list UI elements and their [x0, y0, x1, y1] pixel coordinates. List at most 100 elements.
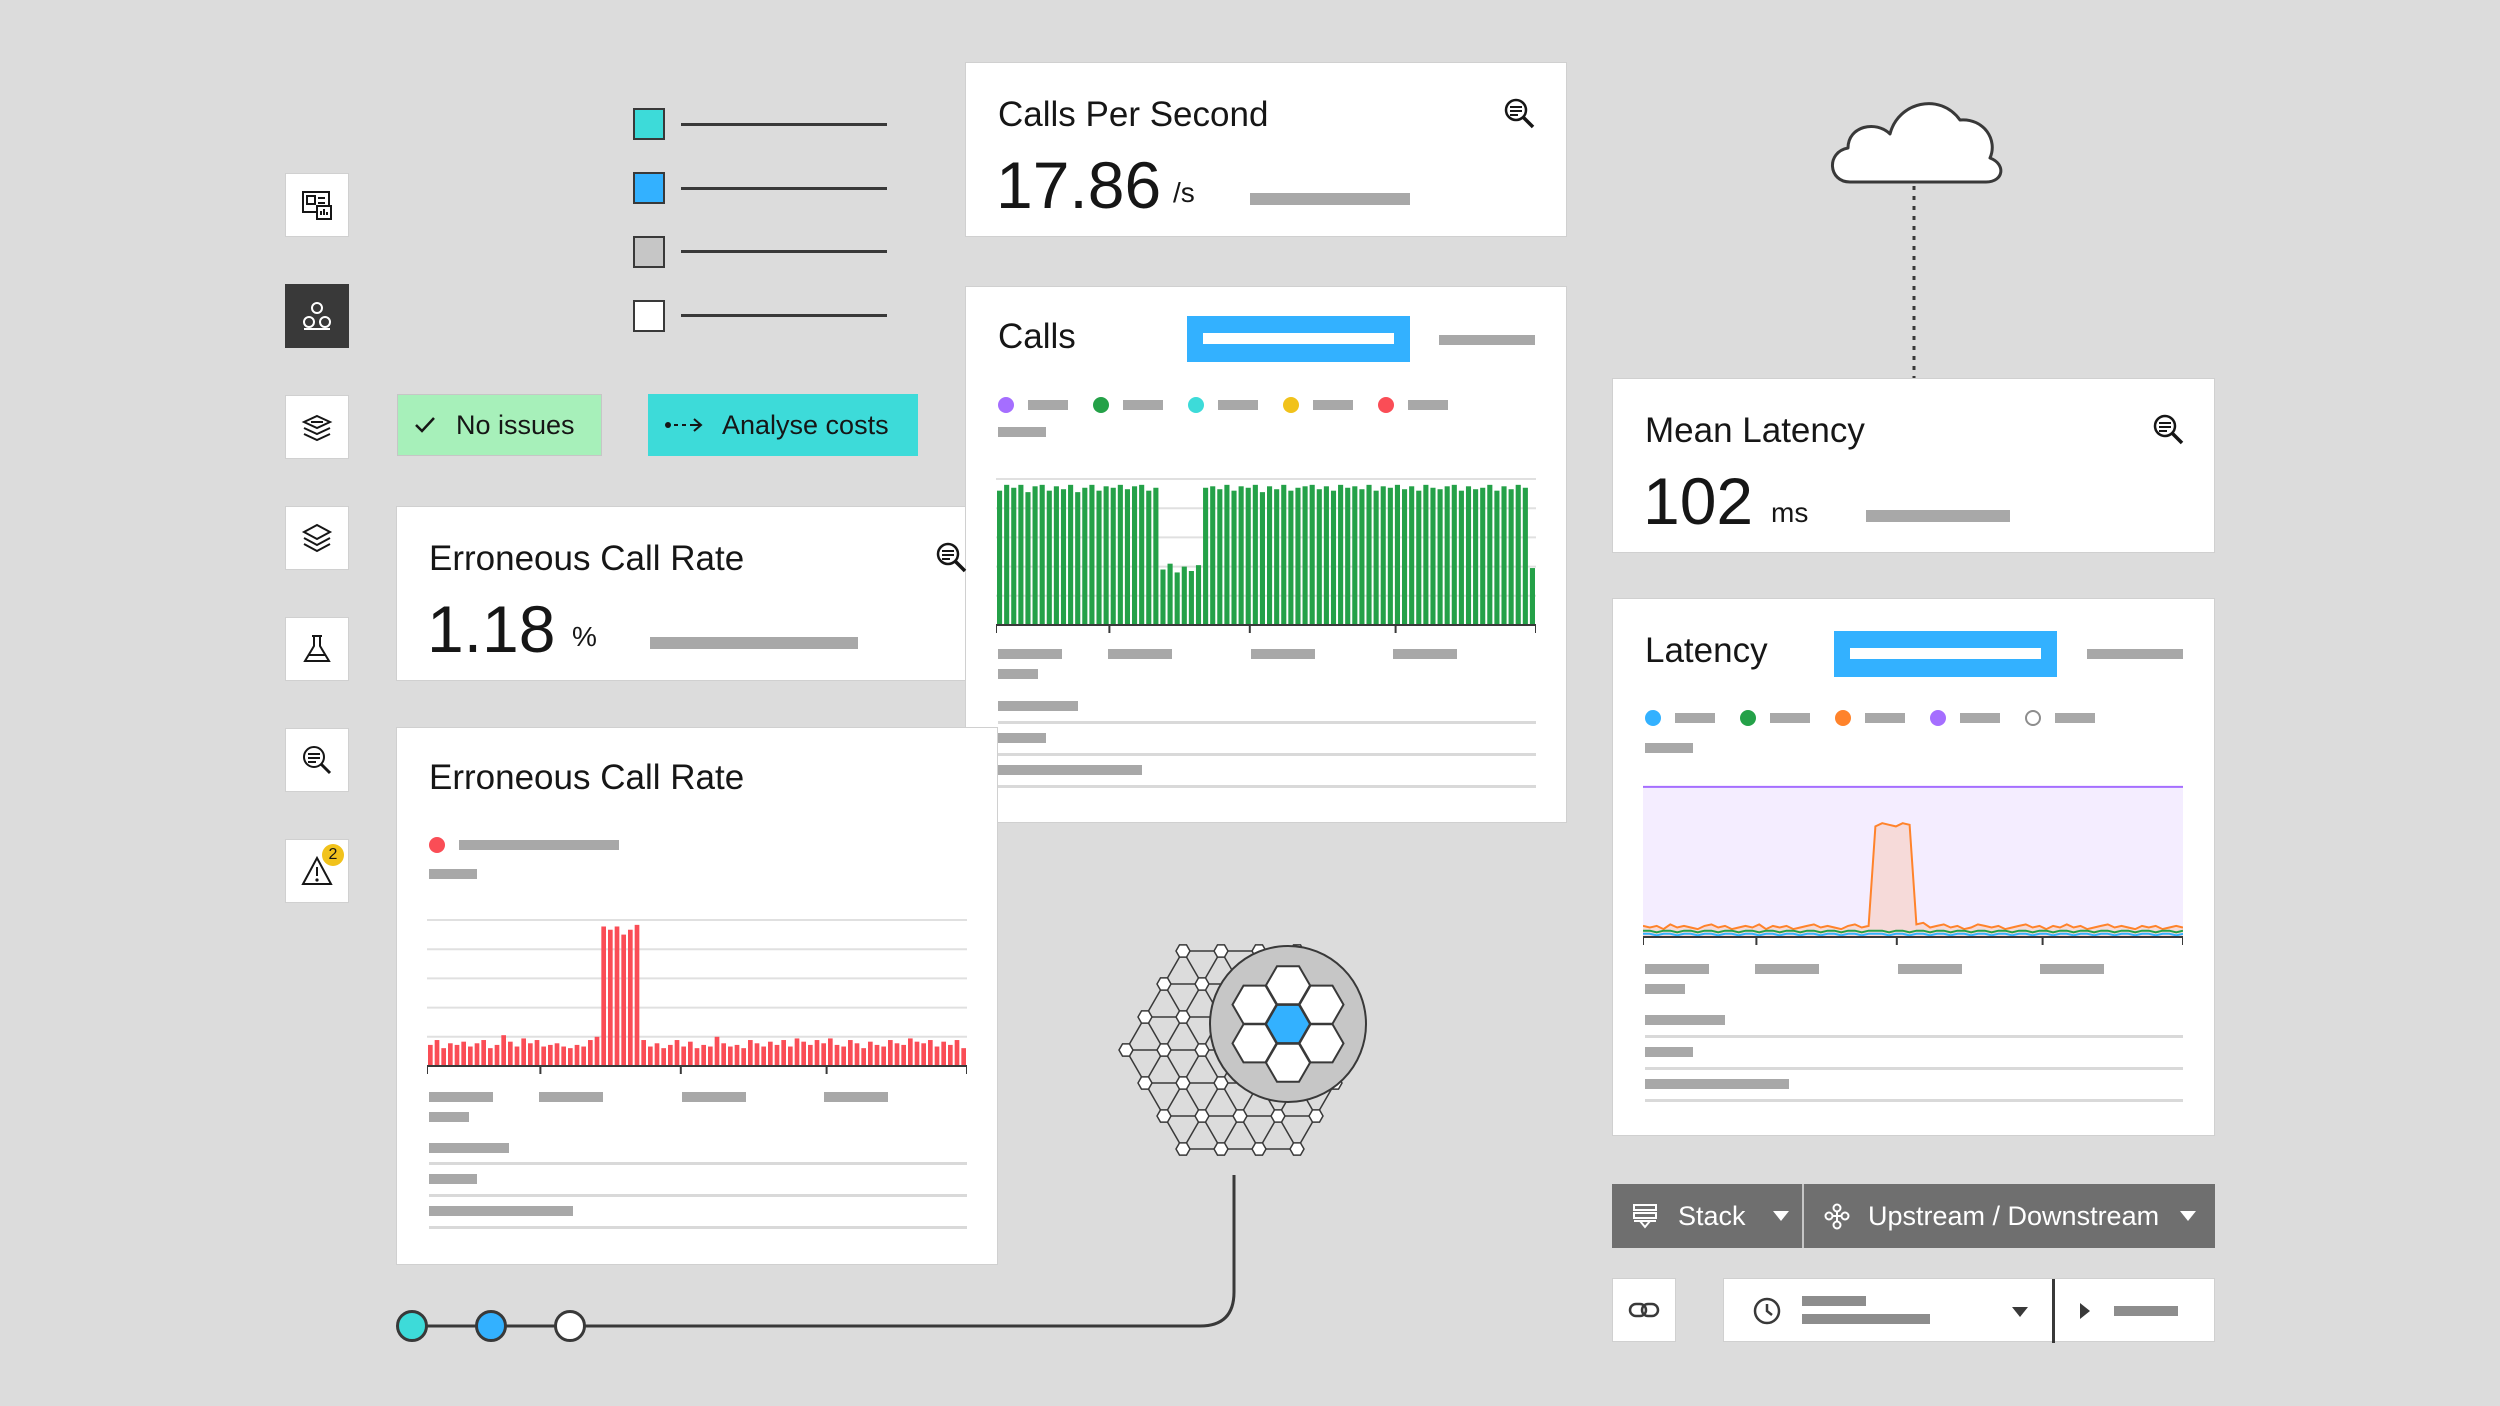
time-picker-separator	[2052, 1279, 2055, 1343]
filter-item[interactable]	[633, 172, 665, 204]
stack-dropdown[interactable]: Stack	[1612, 1184, 1802, 1248]
selector-bar	[1203, 333, 1394, 344]
time-picker[interactable]	[1723, 1278, 2215, 1343]
bar	[828, 1038, 833, 1066]
filter-item[interactable]	[633, 300, 665, 332]
legend-label-placeholder	[1675, 713, 1715, 723]
no-issues-label: No issues	[456, 409, 575, 440]
bar	[1053, 486, 1059, 625]
bar	[508, 1041, 513, 1066]
bar	[1188, 570, 1194, 625]
bar	[788, 1046, 793, 1066]
bar	[1430, 487, 1436, 625]
bar	[648, 1046, 653, 1066]
latency-line-chart	[1643, 785, 2183, 945]
kpi-value: 102	[1643, 464, 1754, 538]
lens-hex	[1231, 1023, 1278, 1064]
link-button[interactable]	[1612, 1278, 1676, 1342]
stack-label: Stack	[1678, 1200, 1746, 1231]
bar	[674, 1040, 680, 1066]
mesh-node	[1175, 1076, 1191, 1090]
divider	[1645, 1099, 2183, 1102]
timeline-step-3[interactable]	[554, 1310, 586, 1342]
sidebar-item-alerts[interactable]: 2	[285, 839, 349, 903]
analyze-icon[interactable]	[933, 539, 969, 575]
sidebar-item-analyze[interactable]	[285, 728, 349, 792]
sidebar-item-experiments[interactable]	[285, 617, 349, 681]
bar	[1345, 487, 1351, 625]
divider	[429, 1226, 967, 1229]
upstream-downstream-dropdown[interactable]: Upstream / Downstream	[1804, 1184, 2215, 1248]
mesh-node	[1232, 1109, 1248, 1123]
erroneous-rate-bar-chart	[427, 919, 967, 1074]
placeholder-bar	[2087, 649, 2183, 659]
stack-icon	[1633, 1204, 1657, 1229]
bar	[1060, 489, 1067, 625]
analyse-costs-button[interactable]: Analyse costs	[648, 394, 918, 456]
placeholder-bar	[998, 701, 1078, 711]
sidebar-item-dashboard[interactable]	[285, 173, 349, 237]
bar	[748, 1040, 753, 1066]
link-icon	[1628, 1302, 1660, 1318]
checkmark-icon	[415, 417, 435, 433]
bar	[1487, 484, 1493, 625]
mesh-node	[1289, 1142, 1305, 1156]
legend-dot	[1835, 710, 1851, 726]
timeline-step-1[interactable]	[396, 1310, 428, 1342]
placeholder-bar	[459, 840, 619, 850]
legend-dot	[1740, 710, 1756, 726]
filter-item[interactable]	[633, 236, 665, 268]
placeholder-bar	[1645, 964, 1709, 974]
timeline-step-2[interactable]	[475, 1310, 507, 1342]
card-title: Calls	[998, 317, 1076, 356]
mesh-node	[1194, 977, 1210, 991]
legend-dot	[998, 397, 1014, 413]
bar	[1018, 484, 1024, 625]
bar	[1373, 490, 1379, 625]
bar	[1139, 484, 1145, 625]
placeholder-bar	[429, 1174, 477, 1184]
no-issues-tag[interactable]: No issues	[397, 394, 602, 456]
caret-down-icon	[2012, 1307, 2028, 1317]
bar	[494, 1044, 500, 1066]
bar	[1402, 489, 1408, 625]
bar	[468, 1046, 473, 1066]
bar	[461, 1041, 466, 1066]
bar	[1032, 486, 1038, 625]
bar	[1082, 487, 1088, 625]
bar	[1153, 487, 1159, 625]
sidebar-item-application-graph[interactable]	[285, 284, 349, 348]
divider	[429, 1194, 967, 1197]
analyze-icon[interactable]	[2150, 411, 2186, 447]
bar	[634, 924, 640, 1066]
bar	[594, 1036, 600, 1066]
placeholder-bar	[1645, 743, 1693, 753]
legend-label-placeholder	[1865, 713, 1905, 723]
bar	[1380, 486, 1386, 625]
bar	[1160, 569, 1166, 625]
bar	[521, 1038, 526, 1066]
bar	[1011, 487, 1017, 625]
sidebar-item-infrastructure[interactable]	[285, 395, 349, 459]
bar	[1359, 489, 1365, 625]
bar	[574, 1044, 580, 1066]
card-title: Mean Latency	[1645, 411, 1865, 450]
mean-latency-card: Mean Latency 102 ms	[1612, 378, 2215, 553]
bar	[728, 1046, 733, 1066]
bar	[1046, 490, 1052, 625]
filter-item[interactable]	[633, 108, 665, 140]
series-line	[1643, 822, 2183, 931]
analyze-icon	[303, 746, 332, 775]
analyze-icon[interactable]	[1501, 95, 1537, 131]
bar	[1103, 486, 1109, 625]
play-icon[interactable]	[2078, 1301, 2092, 1321]
sidebar-item-layers[interactable]	[285, 506, 349, 570]
time-range-selector[interactable]	[1187, 316, 1410, 362]
placeholder-bar	[1645, 1015, 1725, 1025]
legend-label-placeholder	[1770, 713, 1810, 723]
bar	[588, 1040, 593, 1066]
time-range-selector[interactable]	[1834, 631, 2057, 677]
bar	[761, 1046, 766, 1066]
bar	[1004, 484, 1010, 625]
mesh-node	[1137, 1076, 1153, 1090]
